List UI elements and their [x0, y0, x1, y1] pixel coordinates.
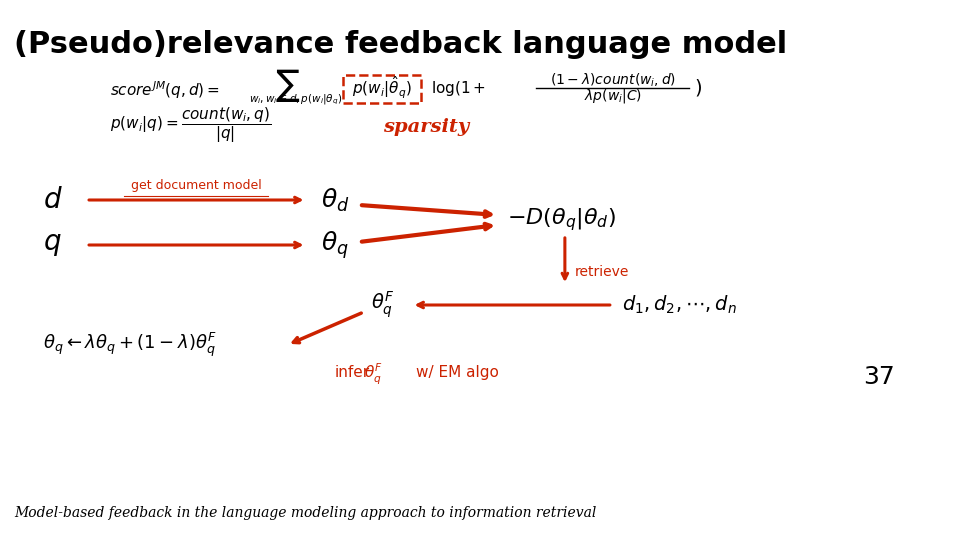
Bar	[343, 75, 421, 103]
Text: $(1-\lambda)count(w_i, d)$: $(1-\lambda)count(w_i, d)$	[550, 71, 676, 89]
Text: get document model: get document model	[131, 179, 262, 192]
Text: $)$: $)$	[694, 78, 702, 98]
Text: $w_i, w_i \in d, p(w_i|\theta_q)$: $w_i, w_i \in d, p(w_i|\theta_q)$	[249, 93, 342, 107]
Text: $\theta_d$: $\theta_d$	[321, 186, 349, 214]
Text: (Pseudo)relevance feedback language model: (Pseudo)relevance feedback language mode…	[14, 30, 787, 59]
Text: $\sum$: $\sum$	[275, 66, 300, 104]
Text: $d_1, d_2, \cdots, d_n$: $d_1, d_2, \cdots, d_n$	[622, 294, 737, 316]
Text: $score^{JM}(q,d)=$: $score^{JM}(q,d)=$	[110, 79, 220, 101]
Text: $\theta_q \leftarrow \lambda\theta_q + (1-\lambda)\theta_q^F$: $\theta_q \leftarrow \lambda\theta_q + (…	[43, 331, 217, 359]
Text: 37: 37	[863, 365, 895, 389]
Text: $\theta_q^F$: $\theta_q^F$	[364, 362, 383, 387]
Text: $\theta_q^F$: $\theta_q^F$	[372, 289, 395, 320]
Text: sparsity: sparsity	[383, 118, 469, 136]
Text: infer: infer	[335, 365, 371, 380]
Text: $d$: $d$	[43, 186, 62, 213]
Text: Model-based feedback in the language modeling approach to information retrieval: Model-based feedback in the language mod…	[14, 506, 597, 520]
Text: $p(w_i|\hat{\theta}_q)$: $p(w_i|\hat{\theta}_q)$	[352, 75, 412, 102]
Text: $\log(1+$: $\log(1+$	[431, 78, 486, 98]
Text: w/ EM algo: w/ EM algo	[417, 365, 499, 380]
Text: retrieve: retrieve	[574, 265, 629, 279]
Text: $\lambda p(w_i|C)$: $\lambda p(w_i|C)$	[584, 87, 642, 105]
Text: $q$: $q$	[43, 232, 62, 259]
Text: $\theta_q$: $\theta_q$	[322, 229, 349, 261]
Text: $-D(\theta_q|\theta_d)$: $-D(\theta_q|\theta_d)$	[508, 207, 616, 233]
Text: $p(w_i|q) = \dfrac{count(w_i,q)}{|q|}$: $p(w_i|q) = \dfrac{count(w_i,q)}{|q|}$	[110, 105, 272, 145]
